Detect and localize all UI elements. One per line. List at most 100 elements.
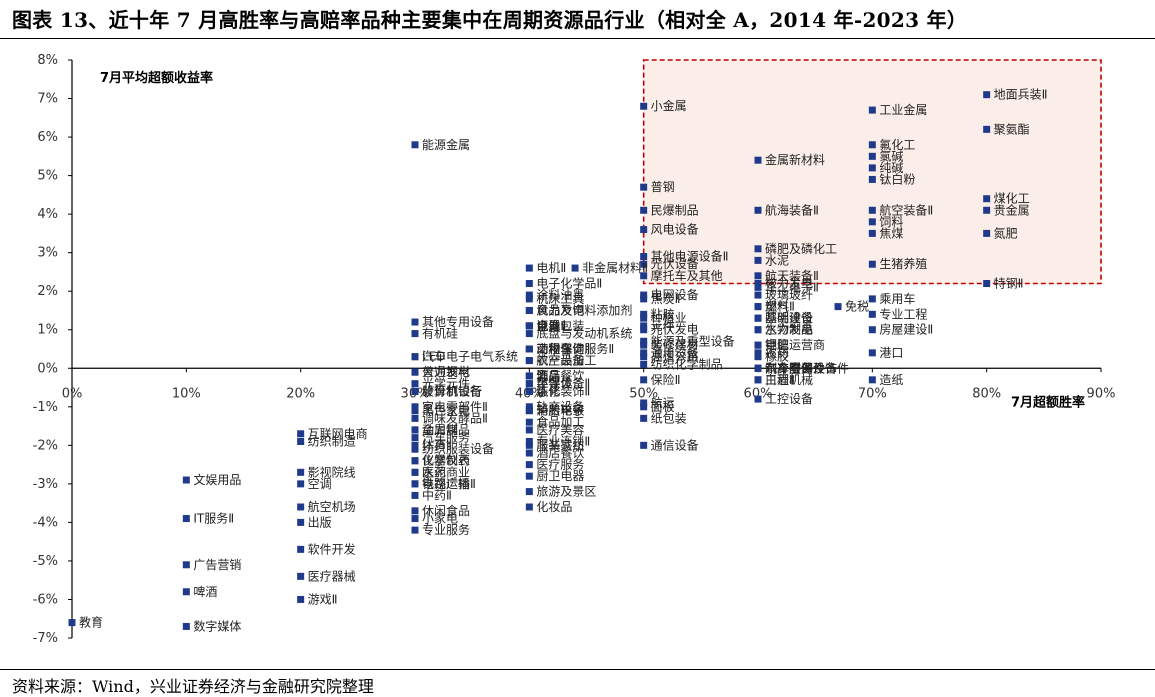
data-point-label: 教育 — [79, 615, 103, 630]
data-point-label: 普钢 — [651, 180, 675, 194]
data-point-label: 旅游及景区 — [536, 485, 596, 499]
data-point-label: 纺织服装设备 — [422, 442, 494, 456]
y-tick-label: 1% — [37, 323, 58, 338]
data-point — [525, 322, 533, 330]
data-point — [411, 387, 419, 395]
data-point — [525, 295, 533, 303]
data-point-label: 粘胶 — [651, 306, 675, 321]
y-tick-label: -2% — [33, 438, 58, 453]
data-point — [182, 588, 190, 596]
x-tick-label: 0% — [62, 386, 83, 401]
data-point — [640, 226, 648, 234]
data-point-label: 钛白粉 — [879, 171, 915, 186]
data-point-label: 氯碱 — [879, 149, 903, 163]
data-point-label: 专业工程 — [879, 306, 927, 321]
data-point — [411, 403, 419, 411]
data-point — [297, 545, 305, 553]
data-point — [411, 480, 419, 488]
data-point-label: 水泥 — [765, 253, 789, 267]
data-point — [754, 341, 762, 349]
data-point — [525, 449, 533, 457]
data-point — [525, 264, 533, 272]
data-point-label: 酒店餐饮 — [536, 445, 584, 460]
data-point-label: 软件开发 — [308, 541, 356, 556]
data-point-label: 金属新材料 — [765, 152, 825, 167]
data-point-label: 基础建设 — [765, 311, 813, 325]
data-point — [754, 291, 762, 299]
data-point — [868, 206, 876, 214]
data-point-label: 家电零部件Ⅱ — [422, 399, 488, 414]
data-point-label: 摩托车及其他 — [651, 268, 723, 283]
data-point — [411, 414, 419, 422]
data-point-label: 电机Ⅱ — [536, 261, 566, 275]
data-point — [640, 102, 648, 110]
data-point — [525, 387, 533, 395]
data-point-label: 游戏Ⅱ — [308, 592, 338, 606]
data-point-label: 纺织制造 — [308, 434, 356, 448]
data-point — [983, 125, 991, 133]
data-point — [411, 434, 419, 442]
data-point-label: 体育Ⅱ — [422, 437, 452, 452]
data-point — [868, 141, 876, 149]
data-point-label: 航空机场 — [308, 499, 356, 514]
data-point — [754, 376, 762, 384]
data-point-label: 能源及重型设备 — [651, 334, 735, 348]
data-point — [525, 330, 533, 338]
data-point — [297, 518, 305, 526]
data-point — [640, 206, 648, 214]
data-point-label: 造纸 — [879, 373, 903, 387]
x-tick-label: 80% — [972, 386, 1001, 401]
data-point-label: 工业金属 — [879, 102, 927, 117]
data-point — [868, 152, 876, 160]
data-point — [640, 260, 648, 268]
data-point — [571, 264, 579, 272]
data-point — [525, 437, 533, 445]
data-point-label: 其他电源设备Ⅱ — [651, 250, 729, 264]
data-point — [754, 272, 762, 280]
data-point — [411, 141, 419, 149]
data-point-label: 计算机设备 — [422, 383, 482, 398]
data-point — [525, 403, 533, 411]
data-point — [411, 407, 419, 415]
data-point-label: 空调 — [308, 477, 332, 491]
y-tick-label: -5% — [33, 554, 58, 569]
data-point-label: 制冷空调设备 — [765, 361, 837, 375]
data-point — [182, 476, 190, 484]
data-point-label: 有机硅 — [422, 327, 458, 341]
data-point-label: 通信设备 — [651, 438, 699, 452]
data-point-label: 证券Ⅱ — [536, 318, 566, 333]
data-point — [411, 507, 419, 515]
data-point — [525, 488, 533, 496]
data-point-label: 纺织化学制品 — [651, 356, 723, 371]
data-point-label: 轮胎轮毂 — [536, 404, 584, 418]
data-point — [834, 303, 842, 311]
data-point-label: 燃气Ⅱ — [765, 299, 795, 314]
data-point-label: 车身附件及饰件 — [765, 360, 849, 375]
data-point-label: 汽车零部件 — [765, 360, 825, 375]
data-point — [754, 353, 762, 361]
source-rule — [0, 669, 1155, 670]
highlight-region — [642, 59, 1102, 285]
axes-layer: 8% 7% 6% 5% 4% 3% 2% 1% 0% -1% -2% -3% -4% -5% -6% -7% 0… — [33, 53, 1116, 646]
data-point — [411, 468, 419, 476]
data-point-label: 航运 — [651, 395, 675, 410]
data-point-label: 航空设备 — [536, 353, 584, 368]
data-point-label: 电信运营商 — [765, 337, 825, 352]
data-point — [411, 441, 419, 449]
data-point-label: 纸包装 — [651, 411, 687, 425]
data-point — [411, 330, 419, 338]
data-point-label: 工程咨询服务Ⅱ — [536, 341, 614, 356]
data-point-label: 食品及饲料添加剂 — [536, 302, 632, 317]
data-point-label: 涂料油墨 — [536, 287, 584, 302]
data-point-label: 电池 — [536, 319, 560, 333]
data-point-label: 消费电子 — [536, 404, 584, 418]
data-point — [297, 430, 305, 438]
data-point — [640, 310, 648, 318]
data-point — [640, 341, 648, 349]
data-point-label: 动力煤 — [422, 423, 458, 437]
data-point — [411, 318, 419, 326]
data-point-label: 普通钢材 — [422, 365, 470, 379]
data-point-label: 钾肥 — [765, 338, 789, 352]
data-point — [754, 349, 762, 357]
